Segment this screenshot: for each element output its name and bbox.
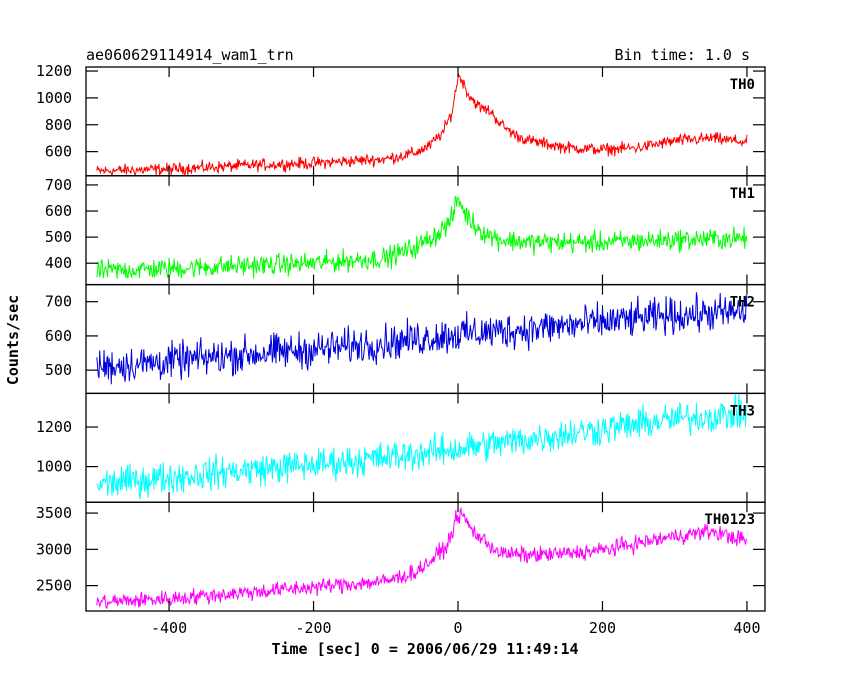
y-axis-label: Counts/sec xyxy=(4,295,22,385)
y-tick-label: 2500 xyxy=(36,577,72,595)
panel-th0: 600 800 1000 1200 TH0 xyxy=(36,62,766,177)
panel-th3: 1000 1200 TH3 xyxy=(36,392,766,503)
x-tick-label: 200 xyxy=(589,619,616,637)
panel-frame xyxy=(85,501,766,612)
y-tick-label: 1200 xyxy=(36,418,72,436)
series-line-th2 xyxy=(96,292,748,385)
panels-group: 600 800 1000 1200 TH0 400 500 600 700 TH1 500 600 70… xyxy=(36,62,766,612)
panel-label: TH0 xyxy=(730,77,755,93)
panel-label: TH1 xyxy=(730,186,755,202)
panel-th1: 400 500 600 700 TH1 xyxy=(45,175,766,286)
panel-frame xyxy=(85,392,766,503)
series-line-th0 xyxy=(96,73,748,176)
panel-frame xyxy=(85,66,766,177)
x-tick-label: 400 xyxy=(733,619,760,637)
y-tick-label: 1000 xyxy=(36,89,72,107)
panel-label: TH3 xyxy=(730,403,755,419)
y-tick-label: 500 xyxy=(45,228,72,246)
x-tick-label: -400 xyxy=(151,619,187,637)
y-tick-label: 700 xyxy=(45,176,72,194)
y-tick-label: 3000 xyxy=(36,540,72,558)
y-tick-label: 500 xyxy=(45,361,72,379)
y-tick-label: 600 xyxy=(45,202,72,220)
y-tick-label: 3500 xyxy=(36,504,72,522)
panel-label: TH0123 xyxy=(704,512,755,528)
x-tick-label: 0 xyxy=(453,619,462,637)
y-tick-label: 1000 xyxy=(36,458,72,476)
chart-title: ae060629114914_wam1_trn xyxy=(86,46,294,64)
panel-th2: 500 600 700 TH2 xyxy=(45,283,766,395)
y-tick-label: 600 xyxy=(45,327,72,345)
series-line-th3 xyxy=(96,393,748,500)
x-axis-label: Time [sec] 0 = 2006/06/29 11:49:14 xyxy=(271,640,578,658)
bin-time-label: Bin time: 1.0 s xyxy=(615,46,750,64)
y-tick-label: 800 xyxy=(45,116,72,134)
x-axis: -400 -200 0 200 400 xyxy=(151,619,760,637)
panel-frame xyxy=(85,175,766,286)
panel-th0123: 2500 3000 3500 TH0123 xyxy=(36,501,766,612)
y-tick-label: 400 xyxy=(45,254,72,272)
y-tick-label: 600 xyxy=(45,143,72,161)
panel-label: TH2 xyxy=(730,295,755,311)
series-line-th1 xyxy=(96,195,748,280)
series-line-th0123 xyxy=(96,506,748,609)
y-tick-label: 1200 xyxy=(36,62,72,80)
x-tick-label: -200 xyxy=(295,619,331,637)
y-tick-label: 700 xyxy=(45,293,72,311)
